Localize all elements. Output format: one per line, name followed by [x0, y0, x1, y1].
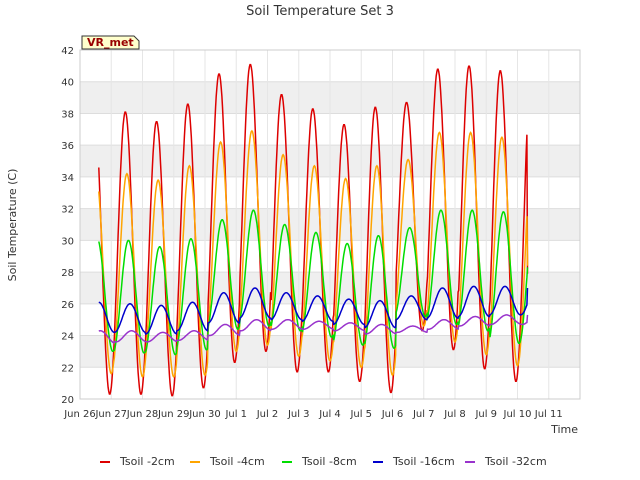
annotation-label: VR_met: [87, 36, 134, 49]
x-tick-label: Jul 5: [349, 409, 372, 420]
x-axis-label: Time: [550, 423, 578, 436]
x-tick-label: Jul 3: [287, 409, 310, 420]
x-tick-label: Jul 8: [443, 409, 466, 420]
legend-label-tsoil-32cm: Tsoil -32cm: [484, 455, 547, 468]
x-tick-label: Jul 11: [534, 409, 563, 420]
y-tick-label: 32: [61, 205, 74, 216]
series-line-tsoil-32cm: [98, 314, 529, 344]
x-tick-label: Jun 28: [126, 409, 159, 420]
y-tick-label: 34: [61, 173, 74, 184]
y-axis-label: Soil Temperature (C): [6, 169, 19, 282]
plot-frame: [79, 49, 581, 400]
legend-label-tsoil-4cm: Tsoil -4cm: [209, 455, 265, 468]
x-tick-label: Jun 30: [188, 409, 221, 420]
legend-label-tsoil-8cm: Tsoil -8cm: [301, 455, 357, 468]
x-tick-label: Jul 6: [381, 409, 404, 420]
y-tick-label: 24: [61, 332, 74, 343]
series-line-tsoil-2cm: [98, 63, 529, 397]
y-tick-label: 42: [61, 46, 74, 57]
y-tick-labels: 20 22 24 26 28 30 32 34 36 38 40 42: [61, 46, 74, 406]
y-tick-label: 38: [61, 109, 74, 120]
x-tick-label: Jul 9: [474, 409, 497, 420]
y-tick-label: 28: [61, 268, 74, 279]
x-tick-label: Jun 26: [63, 409, 96, 420]
y-tick-label: 36: [61, 141, 74, 152]
x-tick-labels: Jun 26 Jun 27 Jun 28 Jun 29 Jun 30 Jul 1 Jul 2…: [63, 409, 563, 420]
x-tick-label: Jul 1: [224, 409, 247, 420]
series-line-tsoil-4cm: [98, 129, 529, 379]
x-tick-label: Jul 7: [412, 409, 435, 420]
x-tick-label: Jul 10: [503, 409, 532, 420]
y-tick-label: 30: [61, 236, 74, 247]
vr-met-annotation: VR_met: [81, 35, 140, 50]
series-lines: [98, 63, 529, 397]
legend-label-tsoil-2cm: Tsoil -2cm: [119, 455, 175, 468]
x-tick-label: Jul 2: [256, 409, 279, 420]
y-tick-label: 40: [61, 78, 74, 89]
legend-label-tsoil-16cm: Tsoil -16cm: [392, 455, 455, 468]
x-tick-label: Jul 4: [318, 409, 341, 420]
y-tick-label: 22: [61, 363, 74, 374]
x-tick-label: Jun 27: [94, 409, 127, 420]
chart-title: Soil Temperature Set 3: [246, 4, 394, 19]
y-tick-label: 20: [61, 395, 74, 406]
series-line-tsoil-16cm: [98, 285, 529, 335]
y-tick-label: 26: [61, 300, 74, 311]
legend: Tsoil -2cm Tsoil -4cm Tsoil -8cm Tsoil -16c…: [100, 455, 547, 468]
x-tick-label: Jun 29: [157, 409, 190, 420]
series-line-tsoil-8cm: [98, 209, 529, 356]
